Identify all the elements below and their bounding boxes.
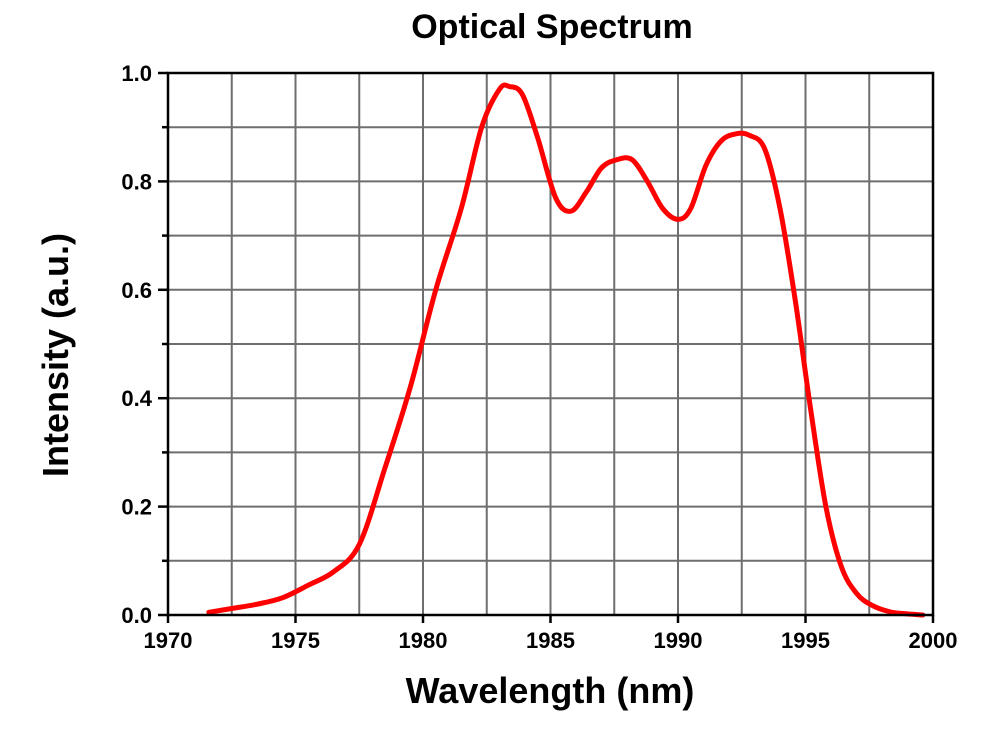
x-tick-label: 2000 <box>909 628 958 653</box>
series-line-spectrum <box>206 82 926 618</box>
plot-frame <box>166 71 935 617</box>
chart-title: Optical Spectrum <box>411 8 693 46</box>
y-axis-title: Intensity (a.u.) <box>35 233 76 477</box>
grid <box>168 73 933 615</box>
x-tick-labels: 1970 1975 1980 1985 1990 1995 2000 <box>144 628 958 653</box>
y-tick-label: 0.4 <box>121 386 152 411</box>
x-tick-label: 1995 <box>781 628 830 653</box>
x-tick-label: 1975 <box>271 628 320 653</box>
y-tick-labels: 0.0 0.2 0.4 0.6 0.8 1.0 <box>121 61 152 628</box>
x-axis-title: Wavelength (nm) <box>406 670 695 711</box>
series-layer <box>206 82 926 618</box>
y-tick-label: 0.8 <box>121 169 152 194</box>
minor-ticks <box>158 71 935 623</box>
x-tick-label: 1985 <box>526 628 575 653</box>
y-tick-label: 0.0 <box>121 603 152 628</box>
x-tick-label: 1970 <box>144 628 193 653</box>
x-tick-label: 1980 <box>399 628 448 653</box>
x-tick-label: 1990 <box>654 628 703 653</box>
y-tick-label: 0.2 <box>121 495 152 520</box>
y-tick-label: 0.6 <box>121 278 152 303</box>
y-tick-label: 1.0 <box>121 61 152 86</box>
